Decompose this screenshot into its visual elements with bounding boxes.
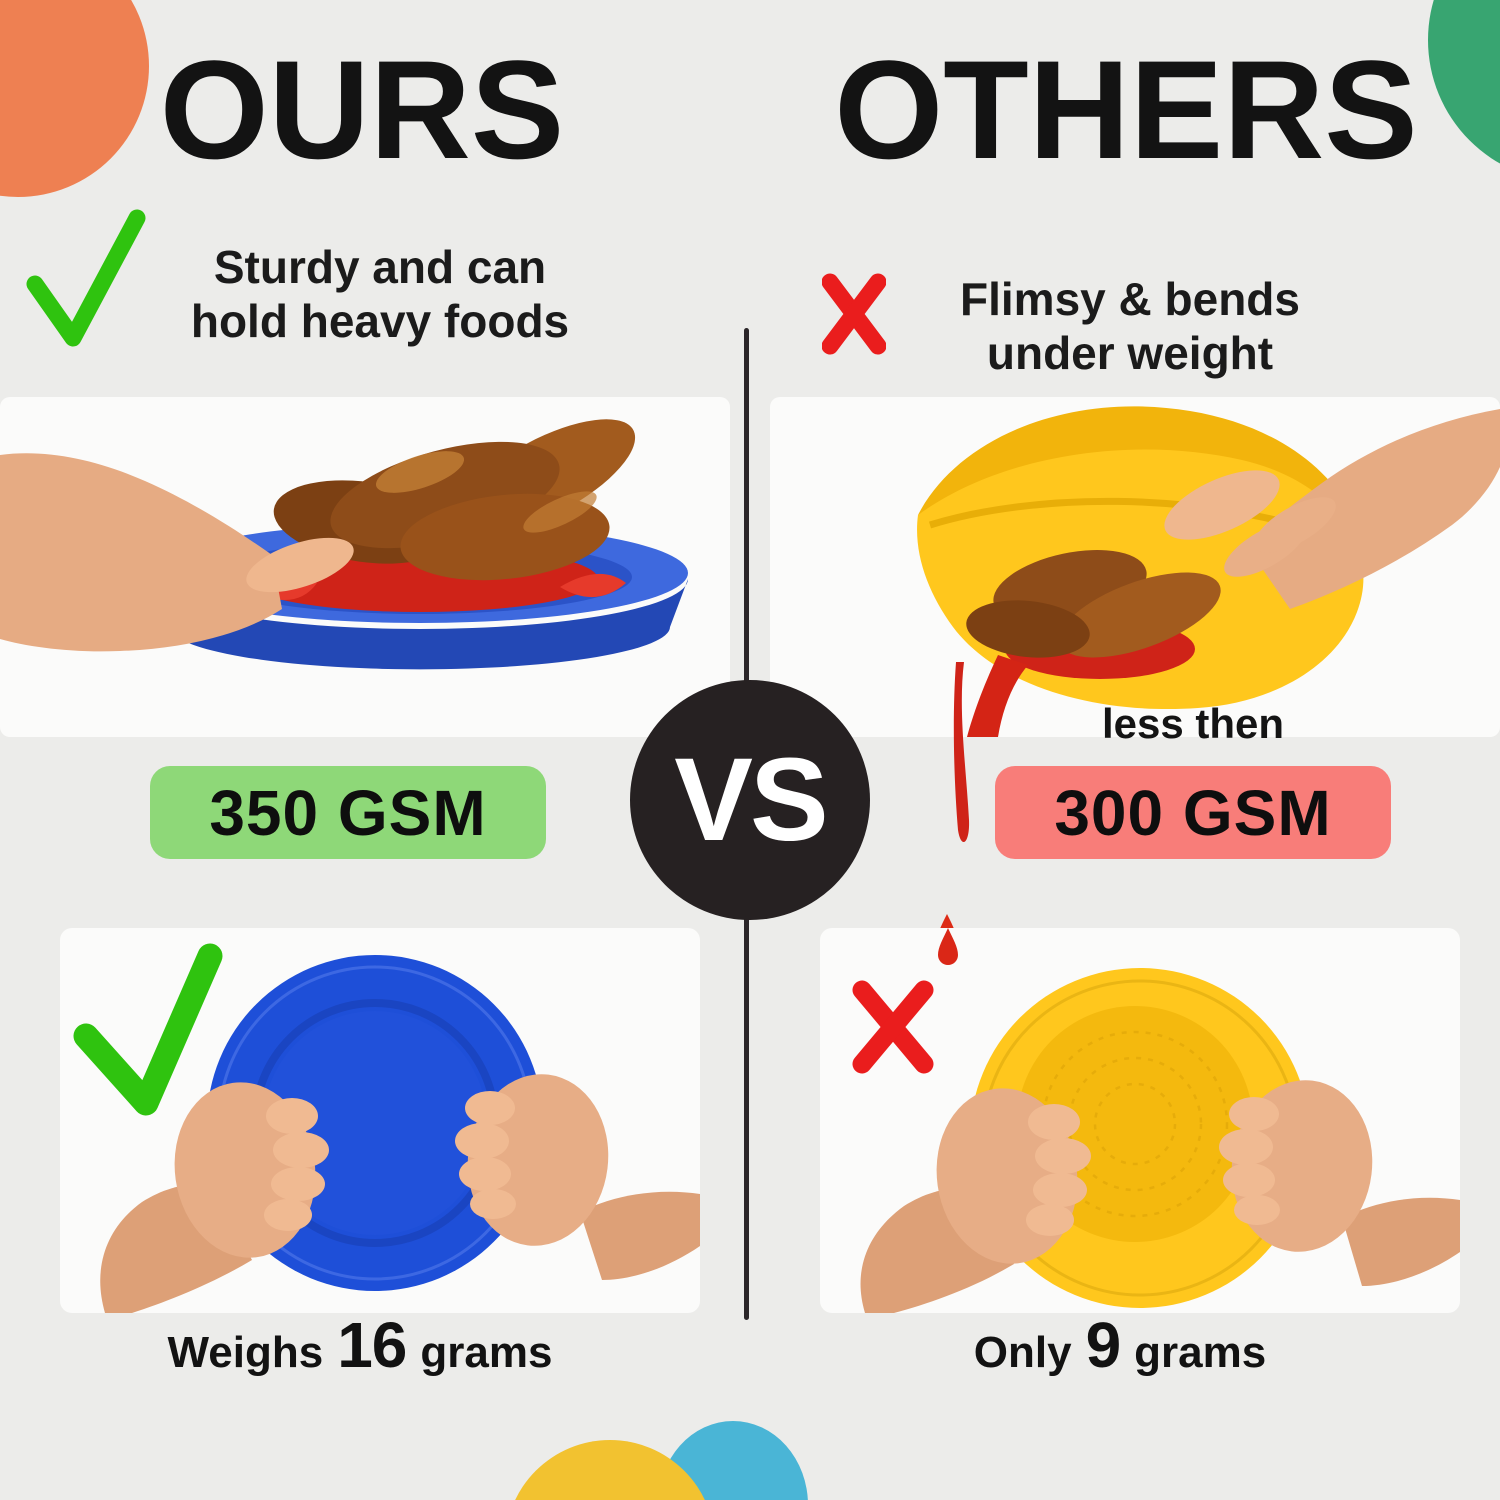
weight-suffix-ours: grams (420, 1328, 553, 1377)
left-claim-line2: hold heavy foods (190, 295, 570, 348)
check-icon (26, 209, 146, 347)
cross-icon (822, 273, 886, 355)
photo-yellow-plate-held (820, 928, 1460, 1313)
weight-suffix-others: grams (1134, 1328, 1267, 1377)
cross-icon (852, 980, 934, 1074)
weight-label-ours: Weighs 16 grams (100, 1308, 620, 1382)
hand-holding-plate (0, 453, 354, 652)
gsm-badge-others: 300 GSM (995, 766, 1391, 859)
right-claim-line1: Flimsy & bends (960, 273, 1300, 325)
photo-sturdy-plate-with-food (0, 397, 730, 737)
weight-label-others: Only 9 grams (860, 1308, 1380, 1382)
vs-badge: VS (630, 680, 870, 920)
right-hand (1219, 1080, 1460, 1286)
left-column-title: OURS (159, 31, 565, 188)
corner-circle-green (1428, 0, 1500, 182)
photo-flimsy-plate-bending (770, 397, 1500, 737)
photo-blue-plate-held (60, 928, 700, 1313)
qualifier-text: less then (1101, 700, 1285, 747)
right-hand (455, 1074, 700, 1280)
weight-prefix-others: Only (973, 1328, 1072, 1377)
check-icon (73, 943, 223, 1116)
weight-value-ours: 16 (337, 1309, 407, 1381)
weight-value-others: 9 (1085, 1309, 1122, 1381)
food-sliding-off (966, 549, 1221, 737)
left-claim-line1: Sturdy and can (213, 241, 547, 293)
ketchup-droplet (938, 928, 958, 965)
corner-circle-orange (0, 0, 149, 197)
left-claim-text: Sturdy and can hold heavy foods (170, 240, 590, 349)
gsm-value-ours: 350 GSM (209, 776, 487, 849)
right-claim-text: Flimsy & bends under weight (920, 272, 1340, 381)
right-column-title: OTHERS (834, 31, 1418, 188)
gsm-value-others: 300 GSM (1054, 776, 1332, 849)
left-hand (100, 1082, 329, 1313)
gsm-badge-ours: 350 GSM (150, 766, 546, 859)
right-claim-line2: under weight (986, 327, 1274, 380)
left-hand (860, 1088, 1091, 1313)
hand-gripping-plate (1164, 409, 1500, 609)
weight-prefix-ours: Weighs (167, 1328, 324, 1377)
vs-label: VS (674, 734, 828, 866)
